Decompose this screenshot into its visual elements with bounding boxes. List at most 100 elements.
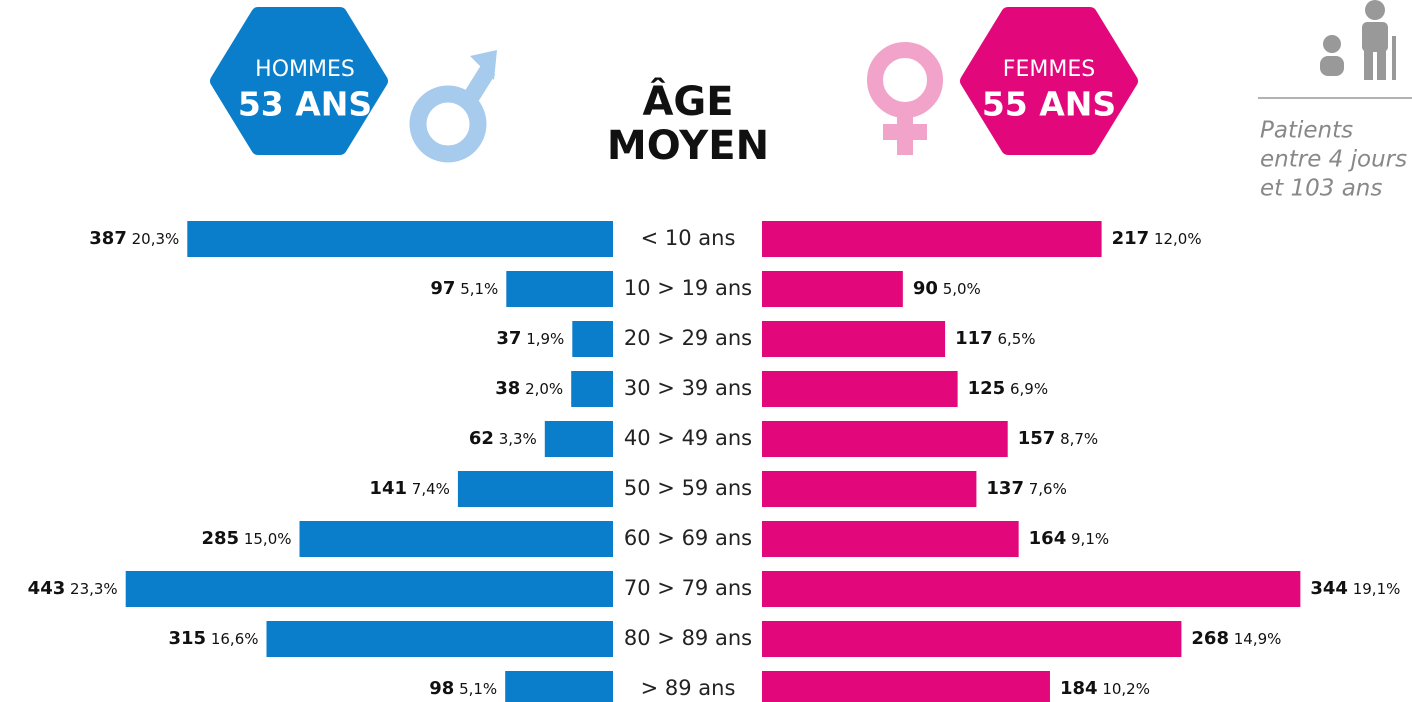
age-icon [1320, 0, 1396, 80]
percent: 15,0% [244, 530, 292, 548]
value: 141 [369, 478, 407, 499]
note: et 103 ans [1260, 176, 1382, 202]
percent: 7,6% [1029, 480, 1067, 498]
category-label: < 10 ans [641, 226, 736, 250]
female-symbol [867, 42, 943, 155]
women-badge [960, 7, 1138, 155]
value-label: 125 6,9% [968, 378, 1048, 399]
percent: 20,3% [132, 230, 180, 248]
male-arrow [470, 50, 497, 80]
men-badge [210, 7, 388, 155]
bar [544, 421, 613, 457]
value-label: 62 3,3% [469, 428, 537, 449]
bar [762, 471, 977, 507]
value-label: 387 20,3% [89, 228, 179, 249]
category-label: 10 > 19 ans [624, 276, 752, 300]
value-label: 90 5,0% [913, 278, 981, 299]
category-label: 40 > 49 ans [624, 426, 752, 450]
bar [762, 371, 958, 407]
value: 268 [1191, 628, 1229, 649]
percent: 8,7% [1060, 430, 1098, 448]
bar [506, 271, 613, 307]
value-label: 38 2,0% [495, 378, 563, 399]
note: entre 4 jours [1260, 147, 1407, 173]
men-label: HOMMES [255, 57, 355, 82]
value-label: 164 9,1% [1029, 528, 1109, 549]
percent: 5,1% [460, 280, 498, 298]
women-age: 55 ANS [982, 85, 1116, 124]
value: 98 [429, 678, 454, 699]
value-label: 141 7,4% [369, 478, 449, 499]
category-label: 50 > 59 ans [624, 476, 752, 500]
percent: 7,4% [412, 480, 450, 498]
value-label: 137 7,6% [986, 478, 1066, 499]
bar [762, 571, 1301, 607]
bar [572, 321, 613, 357]
title: ÂGE [642, 77, 733, 125]
percent: 3,3% [499, 430, 537, 448]
bar [266, 621, 613, 657]
value: 38 [495, 378, 520, 399]
value-label: 117 6,5% [955, 328, 1035, 349]
note: Patients [1260, 118, 1353, 144]
value: 387 [89, 228, 127, 249]
value-label: 97 5,1% [430, 278, 498, 299]
bar [762, 221, 1102, 257]
category-label: > 89 ans [641, 676, 736, 700]
percent: 1,9% [526, 330, 564, 348]
women-label: FEMMES [1003, 57, 1095, 82]
bar [125, 571, 613, 607]
percent: 14,9% [1234, 630, 1282, 648]
value: 117 [955, 328, 993, 349]
value: 37 [496, 328, 521, 349]
percent: 5,1% [459, 680, 497, 698]
bar [762, 621, 1182, 657]
category-label: 60 > 69 ans [624, 526, 752, 550]
value-label: 268 14,9% [1191, 628, 1281, 649]
bar [457, 471, 613, 507]
value: 443 [28, 578, 66, 599]
bar [762, 521, 1019, 557]
value: 97 [430, 278, 455, 299]
category-label: 20 > 29 ans [624, 326, 752, 350]
category-label: 70 > 79 ans [624, 576, 752, 600]
value: 344 [1310, 578, 1348, 599]
value: 157 [1018, 428, 1056, 449]
value: 315 [168, 628, 206, 649]
bar [762, 271, 903, 307]
men-age: 53 ANS [238, 85, 372, 124]
percent: 9,1% [1071, 530, 1109, 548]
male-symbol [409, 65, 496, 163]
value: 285 [201, 528, 239, 549]
percent: 6,5% [997, 330, 1035, 348]
title: MOYEN [607, 123, 769, 169]
percent: 12,0% [1154, 230, 1202, 248]
bar [762, 671, 1050, 702]
value: 184 [1060, 678, 1098, 699]
percent: 16,6% [211, 630, 259, 648]
value-label: 344 19,1% [1310, 578, 1400, 599]
percent: 10,2% [1102, 680, 1150, 698]
value: 137 [986, 478, 1024, 499]
category-label: 30 > 39 ans [624, 376, 752, 400]
value: 125 [968, 378, 1006, 399]
bar [187, 221, 614, 257]
value-label: 285 15,0% [201, 528, 291, 549]
value: 164 [1029, 528, 1067, 549]
percent: 6,9% [1010, 380, 1048, 398]
percent: 23,3% [70, 580, 118, 598]
bar [299, 521, 613, 557]
value-label: 184 10,2% [1060, 678, 1150, 699]
value: 90 [913, 278, 938, 299]
bar [571, 371, 613, 407]
percent: 2,0% [525, 380, 563, 398]
category-label: 80 > 89 ans [624, 626, 752, 650]
value: 217 [1112, 228, 1150, 249]
value-label: 98 5,1% [429, 678, 497, 699]
value-label: 217 12,0% [1112, 228, 1202, 249]
value-label: 315 16,6% [168, 628, 258, 649]
value-label: 37 1,9% [496, 328, 564, 349]
value-label: 157 8,7% [1018, 428, 1098, 449]
bar [505, 671, 613, 702]
